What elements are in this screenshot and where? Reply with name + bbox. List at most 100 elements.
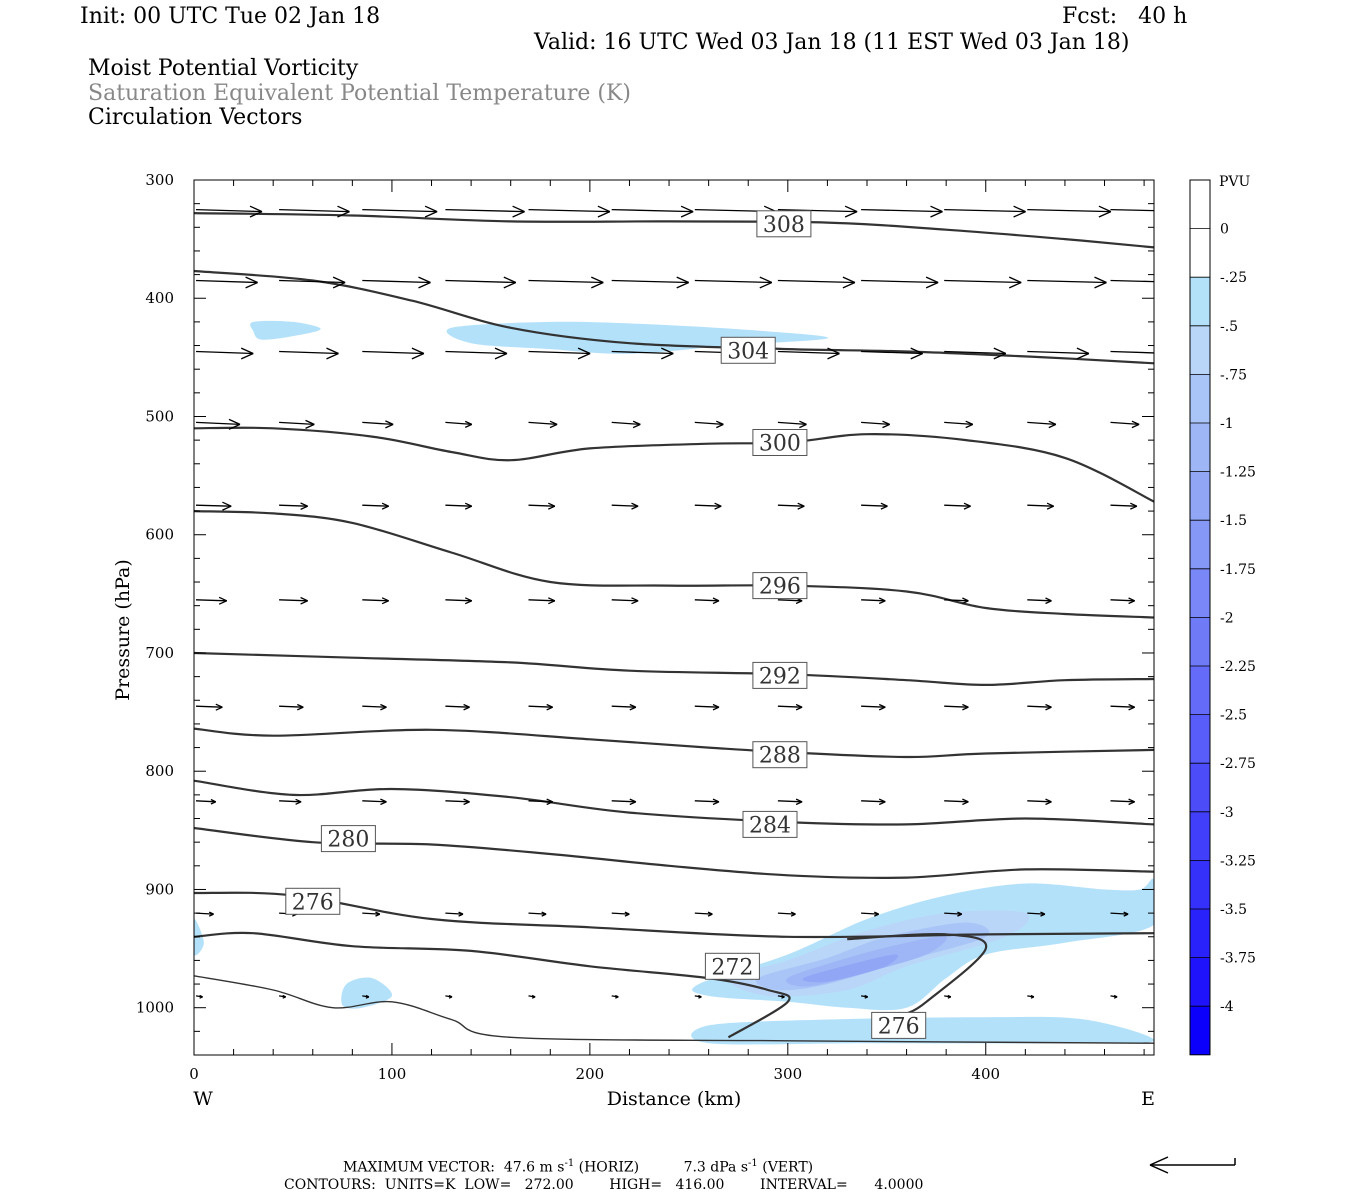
mpv-region-negp25	[446, 321, 829, 354]
colorbar-level-label: -3.75	[1220, 951, 1256, 967]
reference-vector	[1149, 1156, 1236, 1174]
circulation-vector	[861, 798, 886, 806]
colorbar-bin	[1190, 860, 1210, 909]
contour-label-text: 304	[727, 339, 769, 364]
colorbar-bin	[1190, 568, 1210, 618]
circulation-vector	[1027, 502, 1054, 510]
colorbar-level-label: -3.25	[1220, 853, 1256, 869]
colorbar-level-label: -1.5	[1220, 513, 1247, 529]
circulation-vector	[944, 276, 1022, 289]
axes: 0 100 200 300 400 300 400 500 600 700 800 900 1000	[136, 171, 1154, 1083]
circulation-vector	[528, 798, 553, 806]
colorbar-level-label: -3.5	[1220, 902, 1247, 918]
circulation-vector	[279, 994, 286, 999]
circulation-vector	[1027, 276, 1107, 289]
x-tick-label: 400	[971, 1065, 1000, 1083]
x-end-label-east: E	[1141, 1088, 1155, 1110]
colorbar: 0 -.25 -.5 -.75 -1 -1.25 -1.5 -1.75 -2 -2.25 -2.5 -…	[1189, 179, 1256, 1056]
y-tick-label: 400	[145, 289, 174, 307]
circulation-vector	[195, 501, 232, 511]
circulation-vector	[362, 347, 425, 360]
colorbar-level-label: -2.75	[1220, 756, 1256, 772]
circulation-vector	[195, 994, 203, 999]
circulation-vector	[528, 205, 611, 218]
circulation-vector	[861, 597, 886, 605]
contour-300	[194, 426, 1154, 503]
circulation-vector	[362, 205, 438, 218]
circulation-vector	[777, 502, 805, 510]
colorbar-bin	[1190, 617, 1210, 666]
y-axis-label: Pressure (hPa)	[112, 559, 134, 701]
colorbar-units: PVU	[1219, 174, 1251, 190]
circulation-vector	[1027, 597, 1052, 605]
colorbar-bin	[1190, 180, 1210, 229]
colorbar-level-label: -2	[1220, 610, 1234, 626]
contour-label-text: 284	[749, 813, 791, 838]
contour-272	[194, 931, 791, 1039]
circulation-vector	[611, 347, 674, 360]
circulation-vector	[694, 994, 702, 999]
circulation-vector	[279, 205, 350, 218]
circulation-vector	[279, 596, 308, 605]
circulation-vector	[1027, 911, 1046, 917]
contour-label-text: 272	[711, 955, 753, 980]
contour-label-text: 300	[759, 432, 801, 457]
vert-exponent: -1	[748, 1158, 758, 1169]
circulation-vector	[195, 596, 228, 605]
circulation-vector	[694, 502, 722, 510]
valid-time: Valid: 16 UTC Wed 03 Jan 18 (11 EST Wed …	[534, 30, 1130, 55]
colorbar-level-label: -1.25	[1220, 465, 1256, 481]
circulation-vector	[1110, 350, 1154, 354]
circulation-vector	[279, 419, 315, 429]
colorbar-bin	[1190, 228, 1210, 278]
circulation-vector	[611, 276, 689, 289]
colorbar-bin	[1190, 520, 1210, 569]
colorbar-bin	[1190, 471, 1210, 521]
circulation-vector	[1110, 994, 1118, 999]
colorbar-bin	[1190, 909, 1210, 958]
x-tick-label: 0	[189, 1065, 199, 1083]
circulation-vector	[861, 911, 879, 917]
mpv-region-negp25	[250, 320, 321, 340]
circulation-vector	[611, 911, 630, 917]
contour-296	[194, 510, 1154, 619]
circulation-vector	[944, 597, 969, 605]
contour-label: 304	[720, 336, 776, 364]
contour-label: 276	[285, 887, 341, 915]
contour-292	[194, 651, 1154, 687]
colorbar-bin	[1190, 714, 1210, 764]
circulation-vector	[611, 703, 637, 711]
circulation-vector	[445, 420, 473, 428]
circulation-vector	[362, 502, 389, 510]
y-tick-label: 1000	[136, 999, 174, 1017]
y-tick-label: 700	[145, 644, 174, 662]
circulation-vector	[528, 597, 556, 605]
x-axis-label: Distance (km)	[607, 1088, 742, 1110]
contour-label: 288	[752, 741, 808, 769]
circulation-vector	[362, 994, 370, 999]
plot-frame	[193, 179, 1155, 1056]
mpv-shading	[194, 320, 1154, 1045]
circulation-vector	[279, 703, 304, 711]
circulation-vector	[694, 798, 720, 806]
circulation-vector	[611, 798, 637, 806]
circulation-vector	[362, 597, 389, 605]
circulation-vector	[528, 420, 558, 429]
mpv-region-negp25	[341, 977, 393, 1009]
vert-max-value: 7.3 dPa s	[683, 1159, 749, 1176]
circulation-vector	[1110, 597, 1135, 605]
contour-label: 300	[752, 429, 808, 457]
circulation-vector	[279, 347, 339, 360]
horiz-exponent: -1	[564, 1158, 575, 1169]
colorbar-level-label: -4	[1220, 999, 1234, 1015]
y-tick-label: 900	[145, 880, 174, 898]
horiz-unit: (HORIZ)	[578, 1159, 640, 1176]
circulation-vector	[944, 798, 969, 806]
circulation-vector	[362, 911, 381, 917]
x-end-label-west: W	[193, 1088, 213, 1110]
contour-label: 276	[871, 1011, 927, 1039]
circulation-vector	[694, 703, 720, 711]
colorbar-level-label: -.25	[1220, 270, 1247, 286]
circulation-vector	[445, 205, 525, 218]
